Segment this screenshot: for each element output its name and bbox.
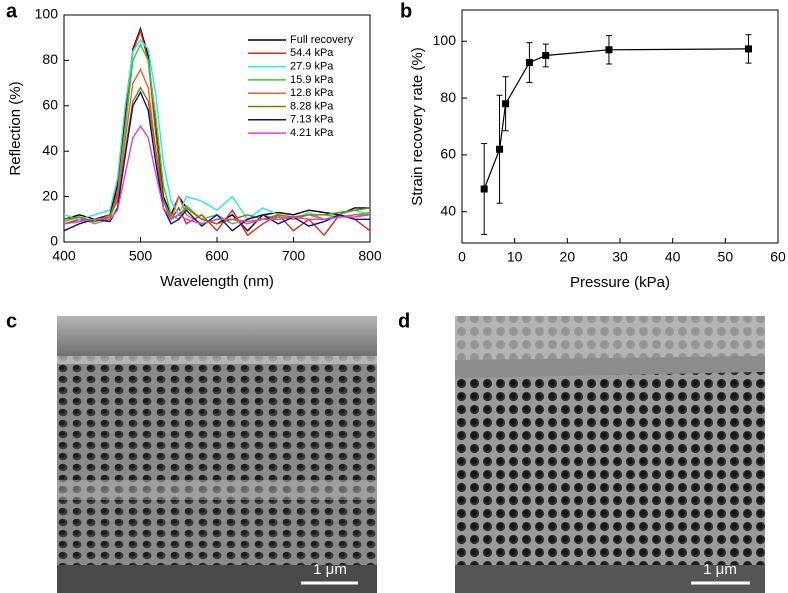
legend-label: 7.13 kPa xyxy=(290,114,334,126)
point xyxy=(480,185,488,193)
y-tick-label: 60 xyxy=(440,146,456,162)
panel-label: c xyxy=(6,310,17,332)
y-tick-label: 0 xyxy=(50,233,58,249)
legend-label: 12.8 kPa xyxy=(290,87,334,99)
series-line xyxy=(64,26,370,232)
point xyxy=(502,100,510,108)
x-tick-label: 400 xyxy=(52,248,76,264)
scale-bar-label: 1 μm xyxy=(313,561,347,578)
y-tick-label: 60 xyxy=(42,97,58,113)
y-axis-label: Reflection (%) xyxy=(7,81,24,175)
legend-label: Full recovery xyxy=(290,34,353,46)
y-tick-label: 80 xyxy=(42,51,58,67)
x-tick-label: 30 xyxy=(612,249,628,265)
y-tick-label: 40 xyxy=(42,142,58,158)
x-tick-label: 600 xyxy=(205,248,229,264)
y-axis-label: Strain recovery rate (%) xyxy=(409,47,426,205)
y-tick-label: 100 xyxy=(35,6,59,22)
x-tick-label: 10 xyxy=(507,249,523,265)
sem-image-c xyxy=(57,316,377,593)
y-tick-label: 80 xyxy=(440,89,456,105)
scale-bar-label: 1 μm xyxy=(703,561,737,578)
point xyxy=(542,51,550,59)
x-tick-label: 50 xyxy=(718,249,734,265)
legend-label: 54.4 kPa xyxy=(290,47,334,59)
series-line xyxy=(64,90,370,232)
sem-image-d xyxy=(455,316,765,593)
panel-label: d xyxy=(398,310,410,332)
x-axis-label: Pressure (kPa) xyxy=(570,274,670,291)
panel-label: b xyxy=(400,0,412,22)
legend-label: 15.9 kPa xyxy=(290,74,334,86)
x-tick-label: 800 xyxy=(358,248,382,264)
x-axis-label: Wavelength (nm) xyxy=(160,273,274,290)
connect-line xyxy=(483,48,749,190)
y-tick-label: 100 xyxy=(433,32,457,48)
x-tick-label: 40 xyxy=(665,249,681,265)
x-tick-label: 0 xyxy=(458,249,466,265)
y-tick-label: 40 xyxy=(440,202,456,218)
legend-label: 4.21 kPa xyxy=(290,127,334,139)
panel-label: a xyxy=(6,0,18,22)
legend-label: 27.9 kPa xyxy=(290,61,334,73)
x-tick-label: 20 xyxy=(560,249,576,265)
x-tick-label: 500 xyxy=(129,248,153,264)
x-tick-label: 700 xyxy=(282,248,306,264)
series-line xyxy=(64,124,370,225)
point xyxy=(745,45,753,53)
legend-label: 8.28 kPa xyxy=(290,100,334,112)
point xyxy=(525,59,533,67)
series-line xyxy=(64,86,370,225)
point xyxy=(605,46,613,54)
y-tick-label: 20 xyxy=(42,187,58,203)
plot-frame xyxy=(461,9,779,244)
point xyxy=(496,145,504,153)
x-tick-label: 60 xyxy=(770,249,786,265)
